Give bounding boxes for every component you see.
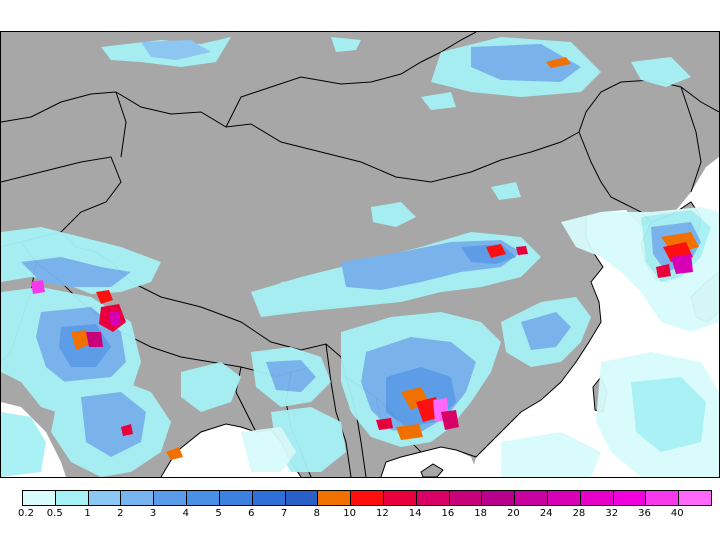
- legend-label: 14: [408, 508, 422, 519]
- legend-label: 16: [441, 508, 455, 519]
- legend-swatch: [548, 491, 581, 505]
- legend-swatch: [416, 491, 450, 505]
- china-coastline: [380, 217, 604, 477]
- precipitation-legend-bar: [22, 490, 712, 506]
- legend-swatch: [318, 491, 352, 505]
- legend-swatch: [285, 491, 319, 505]
- legend-label: 28: [572, 508, 586, 519]
- legend-label: 3: [149, 508, 157, 519]
- map-canvas: [1, 32, 719, 477]
- border-china-mongolia: [115, 79, 719, 183]
- legend-swatch: [252, 491, 286, 505]
- legend-swatch: [121, 491, 155, 505]
- border-northeast: [578, 86, 702, 203]
- legend-label: 12: [376, 508, 389, 519]
- ocean-south-china-sea: [381, 447, 479, 477]
- legend-label: 40: [670, 508, 684, 519]
- legend-swatch: [679, 491, 712, 505]
- precip-heavy: [31, 57, 699, 460]
- precipitation-map: [0, 31, 720, 478]
- legend-label: 8: [313, 508, 321, 519]
- legend-label: 10: [343, 508, 356, 519]
- legend-swatch: [88, 491, 122, 505]
- legend-label: 0.5: [46, 508, 63, 519]
- legend-label: 18: [474, 508, 488, 519]
- legend-label: 1: [84, 508, 91, 519]
- border-russia: [1, 32, 477, 128]
- precipitation-legend-labels: 0.2 0.5 1 2 3 4 5 6 7 8 10 12 14 16 18 20 24 28 32 36 40: [0, 508, 720, 524]
- hainan-island: [420, 463, 444, 477]
- legend-swatch: [613, 491, 647, 505]
- legend-label: 6: [248, 508, 255, 519]
- legend-label: 20: [507, 508, 520, 519]
- legend-swatch: [515, 491, 548, 505]
- legend-swatch: [351, 491, 384, 505]
- legend-label: 5: [215, 508, 222, 519]
- legend-label: 0.2: [18, 508, 34, 519]
- legend-swatch: [580, 491, 614, 505]
- legend-label: 36: [638, 508, 651, 519]
- precip-light: [1, 37, 719, 477]
- legend-swatch: [383, 491, 417, 505]
- legend-swatch: [55, 491, 89, 505]
- legend-label: 32: [605, 508, 619, 519]
- legend-swatch: [154, 491, 188, 505]
- legend-label: 4: [182, 508, 189, 519]
- legend-label: 7: [280, 508, 288, 519]
- legend-label: 2: [117, 508, 124, 519]
- legend-label: 24: [539, 508, 553, 519]
- legend-swatch: [219, 491, 253, 505]
- legend-swatch: [23, 491, 56, 505]
- legend-swatch: [449, 491, 483, 505]
- legend-swatch: [646, 491, 680, 505]
- legend-swatch: [482, 491, 516, 505]
- legend-swatch: [187, 491, 220, 505]
